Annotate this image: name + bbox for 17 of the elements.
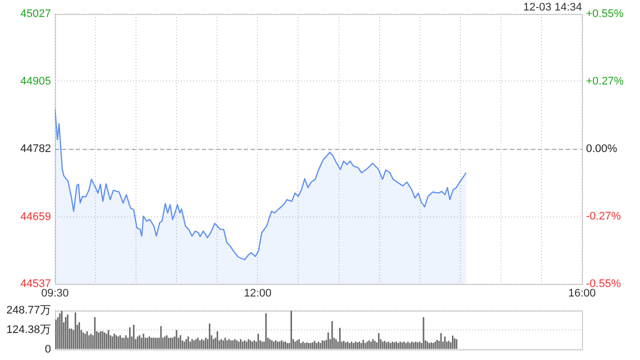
y-tick-label: 0 — [44, 343, 51, 356]
y-tick-label: 44659 — [20, 210, 51, 223]
y-tick-label: 248.77万 — [6, 304, 51, 317]
y-tick-label: 44905 — [20, 75, 51, 88]
y2-tick-label: -0.55% — [586, 278, 622, 290]
y-tick-label: 124.38万 — [6, 324, 51, 336]
y2-tick-label: +0.27% — [586, 76, 624, 88]
x-tick-label: 16:00 — [568, 288, 596, 300]
x-tick-label: 12:00 — [244, 288, 272, 300]
y-tick-label: 44537 — [20, 278, 51, 290]
y-tick-label: 44782 — [20, 143, 51, 156]
y2-tick-label: +0.55% — [586, 8, 624, 20]
y2-tick-label: -0.27% — [586, 210, 622, 223]
y-tick-label: 45027 — [20, 8, 51, 20]
x-tick-label: 09:30 — [41, 288, 69, 300]
text: 12-03 14:34 — [523, 2, 582, 14]
y2-tick-label: 0.00% — [586, 143, 618, 156]
